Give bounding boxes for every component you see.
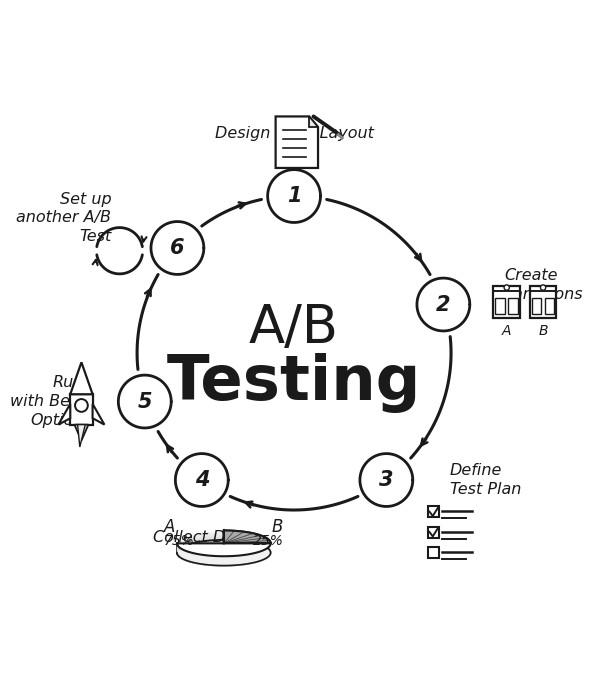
Circle shape: [357, 451, 416, 509]
Text: Run
with Best
Option: Run with Best Option: [10, 376, 84, 427]
Polygon shape: [275, 116, 318, 168]
Polygon shape: [74, 425, 88, 441]
Ellipse shape: [177, 532, 271, 558]
Text: Design Base Layout: Design Base Layout: [215, 126, 374, 141]
Text: Set up
another A/B
Test: Set up another A/B Test: [16, 192, 112, 244]
Circle shape: [265, 167, 323, 225]
Text: A: A: [164, 518, 176, 536]
Circle shape: [414, 275, 473, 334]
FancyBboxPatch shape: [532, 298, 541, 314]
Circle shape: [541, 285, 546, 290]
FancyBboxPatch shape: [428, 547, 439, 558]
FancyBboxPatch shape: [493, 286, 520, 318]
Text: Define
Test Plan: Define Test Plan: [449, 463, 521, 497]
Polygon shape: [309, 116, 318, 127]
Text: 5: 5: [137, 392, 152, 411]
Text: 3: 3: [379, 470, 394, 490]
Text: Collect Data: Collect Data: [153, 530, 251, 544]
Circle shape: [75, 399, 88, 412]
Text: 75%: 75%: [164, 534, 195, 548]
Circle shape: [116, 372, 174, 431]
Text: 25%: 25%: [253, 534, 284, 548]
Polygon shape: [224, 530, 271, 543]
Polygon shape: [70, 394, 92, 425]
Ellipse shape: [177, 540, 271, 565]
Ellipse shape: [177, 530, 271, 557]
Ellipse shape: [177, 540, 271, 565]
Ellipse shape: [177, 534, 271, 560]
Ellipse shape: [177, 537, 271, 563]
FancyBboxPatch shape: [428, 527, 439, 538]
Text: Create
Variations: Create Variations: [504, 269, 584, 302]
Circle shape: [148, 219, 206, 277]
Text: 1: 1: [287, 186, 301, 206]
Text: Testing: Testing: [167, 353, 421, 413]
Ellipse shape: [177, 538, 271, 564]
Circle shape: [173, 451, 231, 509]
Text: A/B: A/B: [249, 302, 339, 354]
Text: B: B: [272, 518, 283, 536]
Polygon shape: [77, 425, 85, 447]
Ellipse shape: [177, 533, 271, 559]
Polygon shape: [58, 404, 70, 425]
Text: 4: 4: [194, 470, 209, 490]
FancyBboxPatch shape: [508, 298, 518, 314]
Circle shape: [504, 285, 509, 290]
Polygon shape: [92, 404, 104, 425]
Text: 2: 2: [436, 295, 451, 314]
Polygon shape: [70, 362, 92, 394]
FancyBboxPatch shape: [495, 298, 505, 314]
Text: B: B: [538, 324, 548, 338]
FancyBboxPatch shape: [545, 298, 554, 314]
FancyBboxPatch shape: [428, 506, 439, 518]
Text: A: A: [502, 324, 511, 338]
FancyBboxPatch shape: [530, 286, 556, 318]
Text: 6: 6: [170, 238, 185, 258]
Polygon shape: [177, 530, 271, 557]
Ellipse shape: [177, 536, 271, 561]
